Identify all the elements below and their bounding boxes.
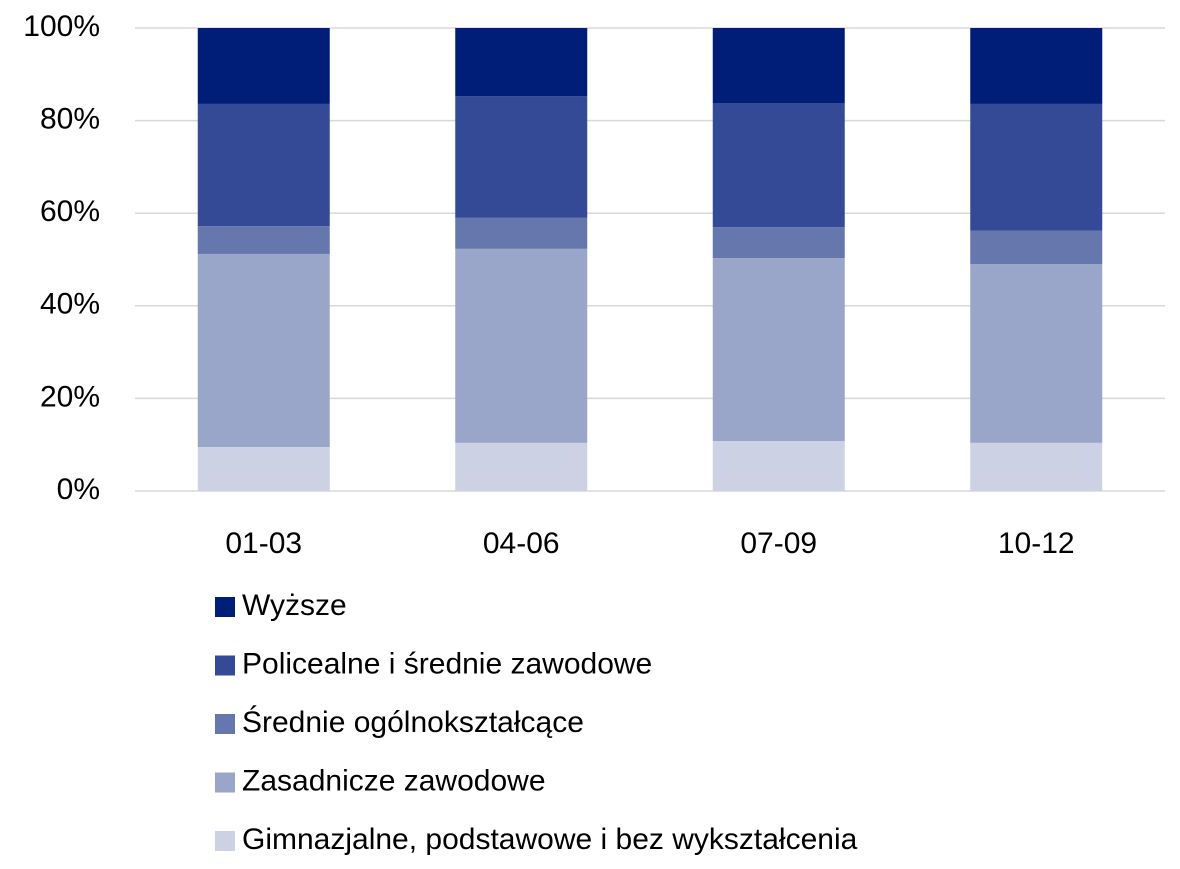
bar-segment [712,258,845,441]
legend-label: Policealne i średnie zawodowe [242,647,652,680]
y-tick-label: 40% [40,288,100,321]
y-tick-label: 80% [40,103,100,136]
y-tick-label: 100% [23,10,100,43]
bar-segment [455,96,588,218]
bar-segment [455,28,588,97]
x-tick-label: 01-03 [225,527,302,560]
legend-label: Średnie ogólnokształcące [242,705,584,739]
legend-swatch [215,772,235,793]
y-tick-label: 60% [40,195,100,228]
y-tick-label: 0% [57,473,100,506]
x-tick-label: 10-12 [998,527,1075,560]
bar-segment [712,28,845,104]
bar-segment [455,442,588,491]
bar-segment [197,226,330,254]
y-tick-label: 20% [40,380,100,413]
bar-segment [197,103,330,227]
bar-segment [712,103,845,228]
bar-segment [970,230,1103,265]
legend-label: Wyższe [242,589,347,622]
legend-label: Zasadnicze zawodowe [242,764,546,797]
bar-segment [455,217,588,249]
legend-swatch [215,714,235,734]
bar-segment [970,442,1103,491]
legend-swatch [215,831,235,851]
legend-label: Gimnazjalne, podstawowe i bez wykształce… [242,823,858,856]
bar-segment [970,103,1103,231]
legend-swatch [215,655,235,676]
bar-segment [970,264,1103,443]
x-tick-label: 04-06 [483,527,560,560]
bar-segment [712,440,845,491]
x-tick-label: 07-09 [740,527,817,560]
bar-segment [970,28,1103,104]
legend-swatch [215,597,235,617]
bar-segment [712,227,845,259]
bar-segment [197,253,330,448]
bar-segment [455,248,588,443]
bar-segment [197,28,330,104]
bar-segment [197,447,330,491]
